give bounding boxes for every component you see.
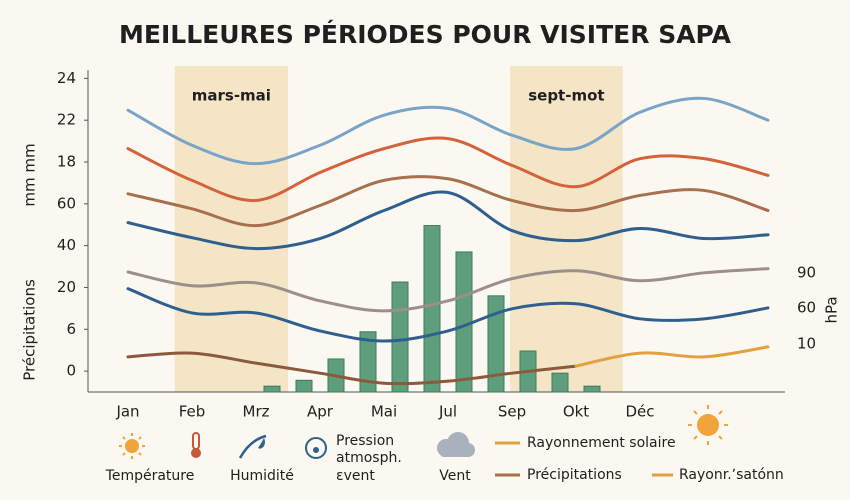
legend-label: Humidité: [230, 468, 294, 484]
highlight-band: [510, 66, 623, 392]
legend-label: atmosph.: [336, 450, 402, 466]
x-tick-label: Sep: [498, 403, 526, 421]
line: [126, 175, 770, 228]
bar: [455, 251, 473, 393]
y-axis-label: Précipitations: [21, 279, 39, 381]
y-tick-label: 0: [66, 362, 76, 380]
cloud-icon: [437, 432, 475, 457]
y2-tick-label: 90: [797, 263, 816, 281]
line: [574, 345, 770, 368]
x-tick-label: Okt: [563, 403, 589, 421]
sun-icon: [688, 405, 728, 445]
y-tick-label: 24: [57, 69, 76, 87]
y-tick-label: 40: [57, 236, 76, 254]
line: [126, 136, 770, 202]
line: [126, 351, 578, 386]
y2-tick-label: 10: [797, 334, 816, 352]
highlight-label: mars-mai: [192, 87, 271, 105]
legend-label: Vent: [439, 468, 471, 484]
bar: [359, 331, 377, 393]
plot-area: mars-mai sept-mot 0 6 20 40 60 18 22 24 90 60 10 Jan F…: [57, 66, 816, 421]
x-tick-label: Mai: [371, 403, 397, 421]
x-tick-label: Jul: [438, 403, 457, 421]
y-tick-label: 18: [57, 153, 76, 171]
x-tick-label: Jan: [115, 403, 139, 421]
y-tick-label: 6: [66, 320, 76, 338]
legend-label: Rayonnement solaire: [527, 435, 676, 451]
y-tick-label: 22: [57, 111, 76, 129]
y2-axis-label: hPa: [823, 296, 841, 323]
y-axis-label: mm mm: [21, 143, 39, 206]
humidity-icon: [238, 434, 267, 459]
legend-label: Température: [105, 468, 195, 484]
bar: [423, 225, 441, 393]
sun-icon: [119, 433, 145, 459]
highlight-band: [174, 66, 288, 392]
bar: [263, 385, 281, 393]
bar: [295, 379, 313, 393]
legend-label: εvent: [336, 468, 375, 484]
thermometer-icon: [191, 432, 201, 458]
legend-label: Pression: [336, 433, 394, 449]
legend: Température Humidité Pression atmosph. ε…: [105, 405, 784, 484]
line: [126, 190, 770, 251]
legend-label: Rayonr.ʼsatónn: [679, 467, 784, 483]
bar: [391, 281, 409, 393]
line: [126, 267, 770, 313]
bar: [487, 295, 505, 393]
x-tick-label: Apr: [307, 403, 334, 421]
line: [126, 96, 770, 166]
y-tick-label: 60: [57, 194, 76, 212]
y2-tick-label: 60: [797, 298, 816, 316]
bar: [583, 385, 601, 393]
y-tick-label: 20: [57, 278, 76, 296]
pressure-icon: [305, 437, 327, 459]
x-tick-label: Déc: [625, 403, 654, 421]
line: [126, 287, 770, 343]
legend-label: Précipitations: [527, 467, 622, 483]
chart-title: MEILLEURES PÉRIODES POUR VISITER SAPA: [119, 20, 732, 49]
bar: [551, 372, 569, 393]
x-tick-label: Feb: [179, 403, 206, 421]
highlight-label: sept-mot: [528, 87, 604, 105]
x-tick-label: Mrz: [243, 403, 270, 421]
